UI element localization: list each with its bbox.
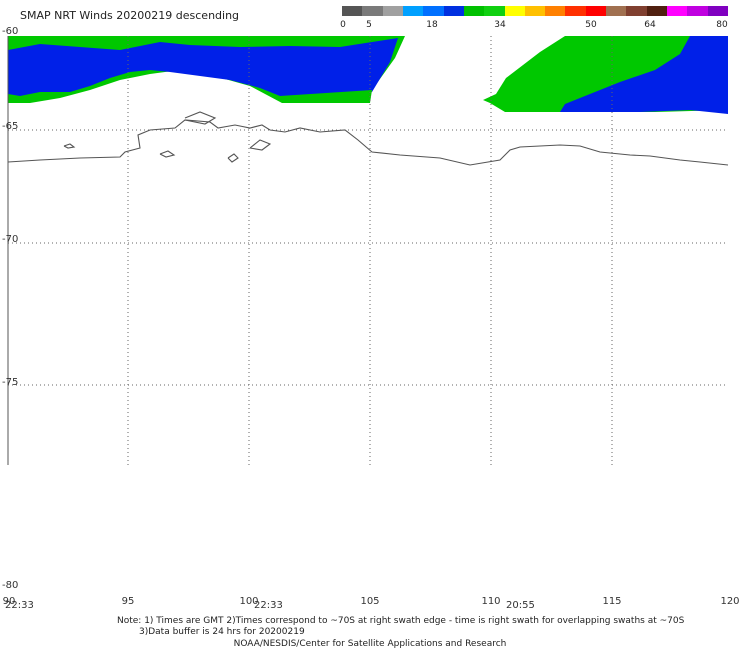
lon-label: 115 — [602, 596, 622, 607]
lon-label: 120 — [720, 596, 740, 607]
colorbar-segment — [484, 6, 505, 16]
colorbar-label: 80 — [716, 20, 728, 30]
footnote-line-2: 3)Data buffer is 24 hrs for 20200219 — [139, 627, 305, 637]
colorbar-segment — [585, 6, 607, 16]
lat-label: -70 — [2, 234, 19, 245]
colorbar-segment — [342, 6, 363, 16]
colorbar-segment — [463, 6, 485, 16]
colorbar-segment — [443, 6, 464, 16]
colorbar-segment — [362, 6, 383, 16]
colorbar-label: 18 — [426, 20, 438, 30]
lat-label: -60 — [2, 26, 19, 37]
colorbar-segment — [524, 6, 546, 16]
colorbar-segment — [565, 6, 586, 16]
colorbar-label: 50 — [585, 20, 597, 30]
colorbar-segment — [707, 6, 728, 16]
lat-label: -80 — [2, 580, 19, 591]
colorbar-segment — [646, 6, 667, 16]
wind-speed-colorbar — [342, 6, 728, 16]
lon-label: 90 — [2, 596, 16, 607]
antarctic-coastline — [7, 111, 729, 166]
lon-label: 105 — [360, 596, 380, 607]
colorbar-label: 34 — [494, 20, 506, 30]
footnote: Note: 1) Times are GMT 2)Times correspon… — [117, 616, 684, 638]
colorbar-segment — [626, 6, 647, 16]
colorbar-segment — [687, 6, 708, 16]
credit-line: NOAA/NESDIS/Center for Satellite Applica… — [233, 639, 507, 649]
colorbar-segment — [402, 6, 424, 16]
colorbar-segment — [667, 6, 688, 16]
swath-time: 20:55 — [506, 600, 535, 611]
colorbar-labels: 0 5 18 34 50 64 80 — [0, 20, 740, 34]
graticule — [8, 36, 728, 465]
colorbar-segment — [545, 6, 566, 16]
lon-label: 95 — [121, 596, 135, 607]
lon-label: 110 — [481, 596, 501, 607]
footnote-line-1: Note: 1) Times are GMT 2)Times correspon… — [117, 616, 685, 626]
colorbar-segment — [382, 6, 403, 16]
wind-swath-left — [8, 36, 405, 103]
colorbar-label: 0 — [340, 20, 346, 30]
wind-swath-right — [483, 36, 728, 114]
colorbar-label: 5 — [366, 20, 372, 30]
lat-label: -65 — [2, 121, 19, 132]
colorbar-label: 64 — [644, 20, 656, 30]
colorbar-segment — [423, 6, 444, 16]
lat-label: -75 — [2, 377, 19, 388]
chart-title: SMAP NRT Winds 20200219 descending — [20, 9, 240, 22]
swath-time: 22:33 — [5, 600, 34, 611]
colorbar-segment — [606, 6, 627, 16]
swath-time: 22:33 — [254, 600, 283, 611]
lon-label: 100 — [239, 596, 259, 607]
colorbar-segment — [504, 6, 525, 16]
